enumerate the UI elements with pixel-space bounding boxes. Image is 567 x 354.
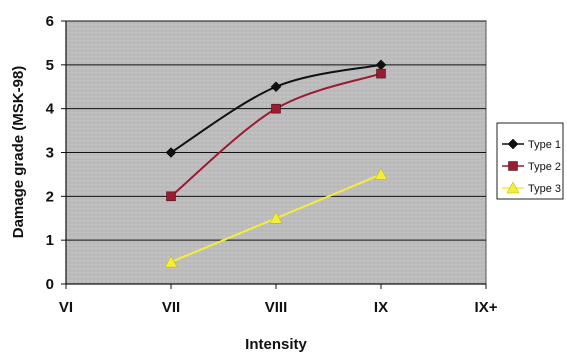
legend-box <box>496 122 564 200</box>
data-point <box>374 167 388 180</box>
y-tick-label: 4 <box>46 101 55 118</box>
data-point <box>165 147 177 158</box>
legend-label: Type 3 <box>528 183 561 195</box>
data-point <box>164 255 178 268</box>
y-tick-label: 5 <box>46 57 54 74</box>
x-tick-label: VIII <box>265 299 288 316</box>
x-tick-label: VI <box>59 299 73 316</box>
x-tick-label: IX+ <box>475 299 498 316</box>
data-point <box>270 81 282 93</box>
legend-item: Type 2 <box>502 161 561 173</box>
y-tick-label: 6 <box>46 13 54 30</box>
x-tick-label: VII <box>162 299 180 316</box>
data-point <box>376 68 386 79</box>
y-tick-label: 2 <box>46 188 54 205</box>
x-axis-title: Intensity <box>245 336 307 353</box>
series-type-1 <box>165 59 387 158</box>
legend-label: Type 1 <box>528 139 561 151</box>
data-point <box>269 211 283 224</box>
y-tick-label: 0 <box>46 276 54 293</box>
legend-item: Type 3 <box>502 181 561 195</box>
data-point <box>271 103 281 114</box>
y-tick-label: 3 <box>46 145 54 162</box>
data-point <box>166 191 176 202</box>
series-type-3 <box>164 167 388 268</box>
legend-label: Type 2 <box>528 161 561 173</box>
y-axis-title: Damage grade (MSK-98) <box>10 66 27 239</box>
x-tick-label: IX <box>374 299 388 316</box>
series-type-2 <box>166 68 386 202</box>
legend-marker <box>508 161 518 171</box>
legend-marker <box>506 181 520 194</box>
legend-marker <box>507 138 519 150</box>
legend-item: Type 1 <box>502 138 561 151</box>
legend: Type 1 Type 2 Type 3 <box>496 122 564 200</box>
y-tick-label: 1 <box>46 232 54 249</box>
